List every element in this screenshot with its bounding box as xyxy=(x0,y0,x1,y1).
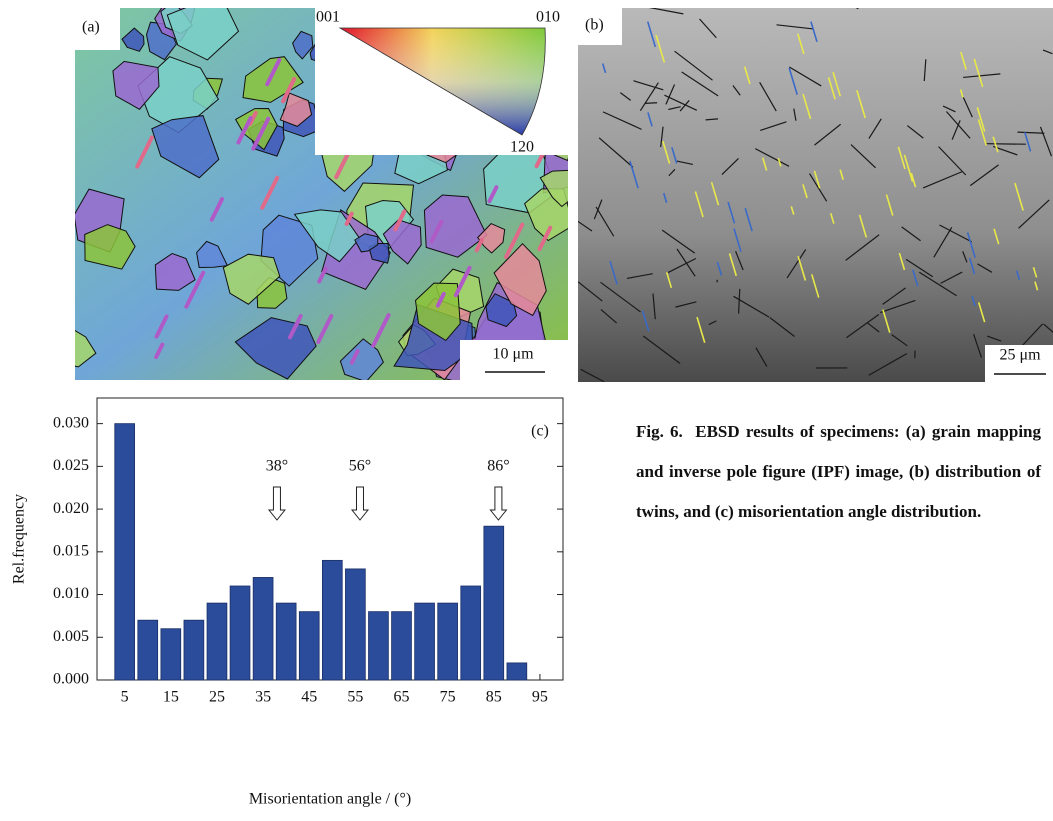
y-tick-label: 0.030 xyxy=(53,414,89,431)
ipf-triangle-shade xyxy=(340,28,545,135)
panel-b: (b) 25 μm xyxy=(571,4,1053,382)
y-tick-label: 0.015 xyxy=(53,542,89,559)
x-tick-label: 25 xyxy=(209,689,225,706)
x-tick-label: 75 xyxy=(440,689,456,706)
scale-bar-label: 10 μm xyxy=(492,346,534,363)
twin-lamella xyxy=(382,0,394,16)
bar xyxy=(161,629,181,680)
grain xyxy=(397,75,420,95)
bar xyxy=(415,603,435,680)
ipf-label: 120 xyxy=(510,139,534,156)
x-axis-label: Misorientation angle / (°) xyxy=(249,791,411,808)
x-tick-label: 5 xyxy=(121,689,129,706)
bar xyxy=(392,612,412,680)
chart: (c) Misorientation angle / (°) Rel.frequ… xyxy=(11,398,563,808)
bar xyxy=(369,612,389,680)
micrograph xyxy=(578,8,1053,382)
bar xyxy=(345,569,365,680)
figure: (a) 001 010 120 10 μm (b) 25 μm (c) Miso… xyxy=(0,0,1053,816)
twin-lamella xyxy=(327,81,340,107)
annotation-arrow xyxy=(269,487,285,520)
bar xyxy=(507,663,527,680)
annotation: 38° xyxy=(266,458,288,475)
x-tick-label: 45 xyxy=(301,689,317,706)
page: (a) 001 010 120 10 μm (b) 25 μm (c) Miso… xyxy=(0,0,1053,816)
bar xyxy=(230,586,250,680)
ipf-label: 010 xyxy=(536,9,560,26)
y-tick-label: 0.000 xyxy=(53,671,89,688)
bar xyxy=(299,612,319,680)
bar xyxy=(253,577,273,680)
x-tick-label: 65 xyxy=(394,689,410,706)
bar xyxy=(461,586,481,680)
twin-lamella xyxy=(363,84,379,117)
twin-lamella xyxy=(417,91,426,110)
y-axis-label: Rel.frequency xyxy=(11,494,28,584)
annotation-arrow xyxy=(352,487,368,520)
bar xyxy=(276,603,296,680)
bar xyxy=(184,620,204,680)
panel-label: (a) xyxy=(82,19,100,36)
x-tick-label: 15 xyxy=(163,689,179,706)
panel-label: (c) xyxy=(531,423,549,440)
caption-title: Fig. 6. xyxy=(636,422,683,441)
bar xyxy=(207,603,227,680)
x-tick-label: 35 xyxy=(255,689,271,706)
caption-text: EBSD results of specimens: (a) grain map… xyxy=(636,422,1041,521)
bar xyxy=(322,560,342,680)
bar xyxy=(438,603,458,680)
annotation: 56° xyxy=(349,458,371,475)
y-tick-label: 0.010 xyxy=(53,585,89,602)
grain xyxy=(475,117,501,148)
bar xyxy=(138,620,158,680)
twin-lamella xyxy=(322,112,329,125)
y-tick-label: 0.005 xyxy=(53,628,89,645)
panel-label: (b) xyxy=(585,17,604,34)
grain-boundary xyxy=(645,103,658,104)
ipf-label: 001 xyxy=(316,9,340,26)
panel-a: (a) 001 010 120 10 μm xyxy=(56,0,590,384)
twin-lamella xyxy=(462,341,475,366)
bar xyxy=(115,424,135,680)
x-tick-label: 55 xyxy=(347,689,363,706)
x-tick-label: 85 xyxy=(486,689,502,706)
grain xyxy=(402,106,469,162)
grain-boundary xyxy=(986,144,1026,145)
y-tick-label: 0.020 xyxy=(53,500,89,517)
caption: Fig. 6. EBSD results of specimens: (a) g… xyxy=(636,412,1041,532)
y-tick-label: 0.025 xyxy=(53,457,89,474)
x-tick-label: 95 xyxy=(532,689,548,706)
annotation-arrow xyxy=(490,487,506,520)
annotation: 86° xyxy=(487,458,509,475)
scale-bar-label: 25 μm xyxy=(999,347,1041,364)
bar xyxy=(484,526,504,680)
